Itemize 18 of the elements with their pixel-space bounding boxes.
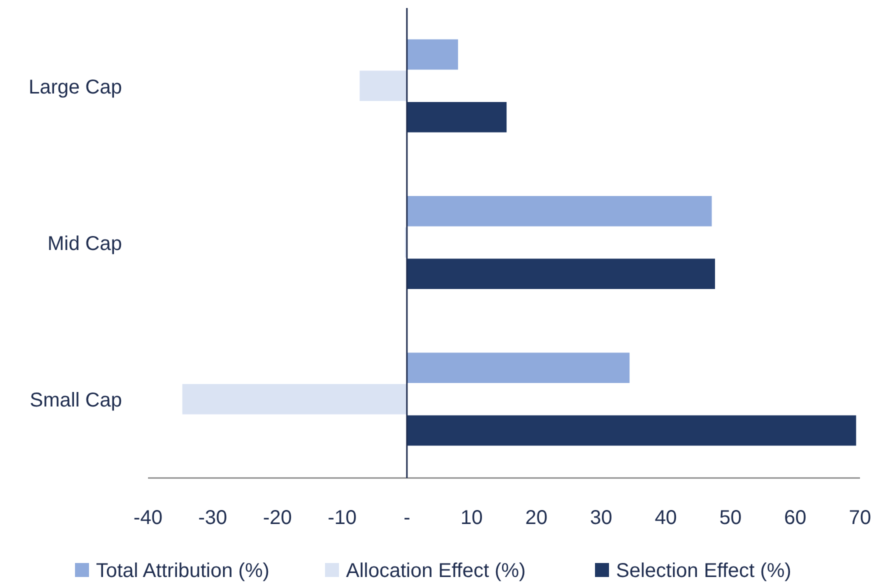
- legend-label: Selection Effect (%): [616, 560, 792, 582]
- x-tick-label: -30: [198, 507, 228, 529]
- x-tick-label: 10: [460, 507, 483, 529]
- x-tick-label: -10: [328, 507, 357, 529]
- x-tick-label: -20: [263, 507, 292, 529]
- x-tick-label: 70: [848, 507, 872, 529]
- y-tick-label: Small Cap: [30, 390, 122, 412]
- x-tick-label: -: [404, 507, 410, 529]
- x-tick-label: 20: [525, 507, 548, 529]
- x-tick-label: 30: [590, 507, 612, 529]
- x-tick-label: -40: [134, 507, 162, 529]
- x-tick-label: 60: [784, 507, 806, 529]
- x-tick-label: 40: [654, 507, 677, 529]
- y-tick-label: Mid Cap: [48, 233, 122, 255]
- y-tick-label: Large Cap: [28, 76, 122, 98]
- legend-label: Allocation Effect (%): [346, 560, 526, 582]
- legend-label: Total Attribution (%): [96, 560, 270, 582]
- x-tick-label: 50: [719, 507, 742, 529]
